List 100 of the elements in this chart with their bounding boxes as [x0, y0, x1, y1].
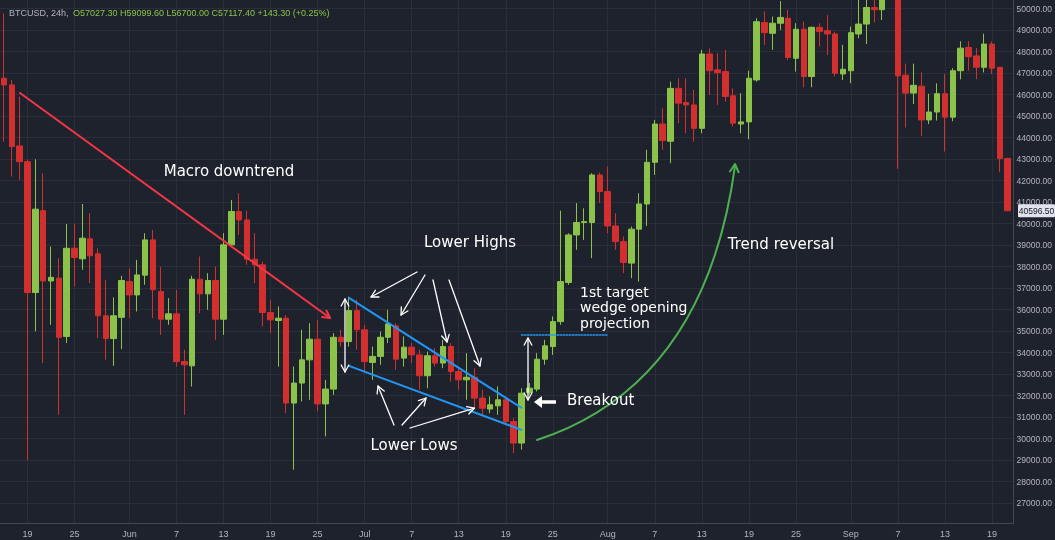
text: O57027.30 H59099.60 L56700.00 C57117.40 +143.30 (+0.25%): [73, 7, 330, 18]
candlestick: [236, 192, 242, 236]
candlestick: [228, 199, 235, 246]
candlestick: [432, 347, 438, 368]
text: 40596.50: [1018, 205, 1055, 216]
y-tick-label: 33000.00: [1016, 369, 1053, 380]
candlestick: [197, 255, 203, 314]
text: BTCUSD, 24h,: [9, 7, 69, 18]
y-tick-label: 39000.00: [1016, 240, 1053, 251]
candlestick: [134, 259, 140, 312]
y-tick-label: 40000.00: [1016, 218, 1053, 229]
candlestick: [95, 247, 101, 339]
y-tick-label: 49000.00: [1016, 25, 1053, 36]
y-tick-label: 45000.00: [1016, 111, 1053, 122]
x-tick-label: 19: [743, 528, 754, 539]
candlestick: [165, 297, 172, 326]
x-tick-label: 7: [895, 528, 901, 539]
y-tick-label: 29000.00: [1016, 455, 1053, 466]
x-tick-label: 19: [500, 528, 511, 539]
candlestick: [56, 257, 62, 416]
candlestick: [401, 335, 407, 368]
x-tick-label: 7: [409, 528, 415, 539]
y-tick-label: 34000.00: [1016, 347, 1053, 358]
x-tick-label: 25: [69, 528, 80, 539]
candlestick: [338, 329, 344, 348]
candlestick: [346, 296, 352, 348]
x-tick-label: 25: [312, 528, 323, 539]
candlestick: [103, 279, 109, 361]
candlestick: [644, 149, 650, 227]
y-tick-label: 43000.00: [1016, 154, 1053, 165]
x-tick-label: 7: [173, 528, 179, 539]
candlestick: [71, 223, 78, 288]
y-tick-label: 36000.00: [1016, 304, 1053, 315]
candlestick: [220, 232, 227, 336]
y-tick-label: 37000.00: [1016, 283, 1053, 294]
y-tick-label: 44000.00: [1016, 132, 1053, 143]
candlestick: [275, 306, 282, 368]
candlestick: [463, 352, 470, 401]
candlestick: [424, 350, 431, 389]
candlestick: [48, 246, 54, 326]
candlestick: [393, 322, 399, 371]
candlestick: [926, 93, 932, 125]
candlestick: [910, 63, 917, 105]
candlestick: [989, 40, 995, 75]
candlestick: [652, 119, 658, 176]
y-tick-label: 28000.00: [1016, 476, 1053, 487]
y-tick-label: 32000.00: [1016, 390, 1053, 401]
y-tick-label: 42000.00: [1016, 175, 1053, 186]
candlestick: [189, 275, 195, 387]
candlestick: [699, 49, 705, 134]
candlestick: [934, 82, 940, 122]
y-tick-label: 50000.00: [1016, 3, 1053, 14]
x-tick-label: Sep: [842, 528, 859, 539]
candlestick: [793, 22, 799, 73]
candlestick: [212, 266, 219, 341]
annotation: Macro downtrend: [163, 161, 295, 180]
x-tick-label: Aug: [599, 528, 616, 539]
x-tick-label: 7: [652, 528, 658, 539]
y-tick-label: 47000.00: [1016, 68, 1053, 79]
candlestick: [244, 210, 250, 266]
candlestick: [667, 81, 674, 164]
candlestick: [495, 386, 501, 416]
y-tick-label: 38000.00: [1016, 261, 1053, 272]
y-tick-label: 46000.00: [1016, 89, 1053, 100]
candlestick: [1, 12, 7, 143]
x-tick-label: 13: [453, 528, 464, 539]
candlestick: [879, 0, 885, 21]
candlestick: [40, 172, 46, 364]
x-tick-label: 13: [939, 528, 950, 539]
annotation: Lower Highs: [424, 232, 517, 251]
candlestick: [785, 9, 791, 61]
x-tick-label: 13: [696, 528, 707, 539]
x-tick-label: 25: [790, 528, 801, 539]
candlestick: [761, 11, 768, 46]
candlestick: [291, 366, 297, 471]
y-tick-label: 27000.00: [1016, 498, 1053, 509]
x-tick-label: 19: [22, 528, 33, 539]
candlestick: [79, 203, 86, 271]
candlestick: [589, 172, 595, 259]
x-tick-label: Jun: [122, 528, 137, 539]
candlestick: [942, 73, 948, 153]
candlestick: [32, 158, 39, 332]
candlestick: [518, 387, 525, 451]
candlestick: [63, 223, 70, 344]
candlestick: [87, 212, 93, 284]
x-tick-label: 13: [218, 528, 229, 539]
candlestick: [871, 0, 878, 23]
candlestick: [840, 44, 846, 81]
candlestick: [142, 232, 148, 286]
candlestick: [738, 92, 744, 134]
x-tick-label: 25: [547, 528, 558, 539]
annotation: Lower Lows: [370, 435, 458, 454]
annotation: Trend reversal: [726, 234, 835, 253]
candlestick: [487, 395, 493, 414]
candlestick: [808, 26, 815, 88]
candlestick: [918, 71, 925, 137]
annotation: 1st target wedge opening projection: [580, 284, 688, 331]
y-tick-label: 31000.00: [1016, 412, 1053, 423]
x-tick-label: 19: [986, 528, 997, 539]
candlestick: [150, 229, 156, 319]
